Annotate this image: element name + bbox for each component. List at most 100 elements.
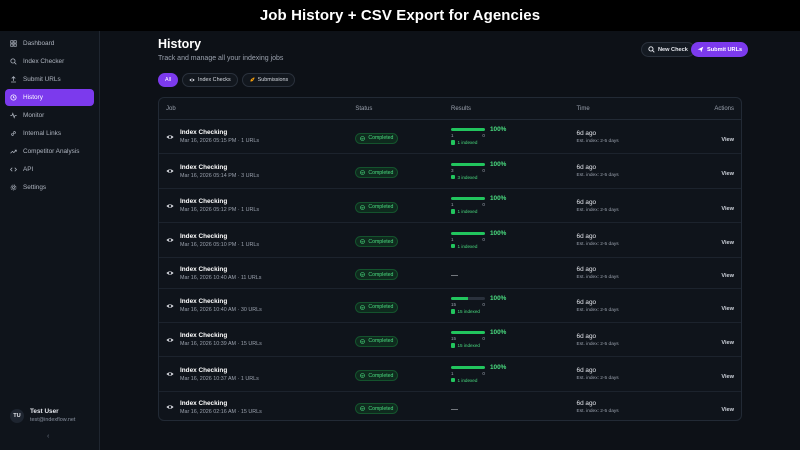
monitor-icon <box>10 112 17 119</box>
job-cell: Index Checking Mar 16, 2026 10:40 AM · 1… <box>166 266 355 281</box>
sidebar-item-index-checker[interactable]: Index Checker <box>5 53 94 70</box>
sidebar-item-dashboard[interactable]: Dashboard <box>5 35 94 52</box>
check-circle-icon <box>360 338 366 344</box>
rocket-icon <box>249 77 255 83</box>
job-cell: Index Checking Mar 16, 2026 05:15 PM · 1… <box>166 129 355 144</box>
sidebar-item-label: Internal Links <box>23 130 62 137</box>
view-button[interactable]: View <box>721 407 734 413</box>
filter-index-checks[interactable]: Index Checks <box>182 73 238 87</box>
status-badge: Completed <box>355 236 399 247</box>
sidebar-item-label: Monitor <box>23 112 45 119</box>
sidebar-item-submit-urls[interactable]: Submit URLs <box>5 71 94 88</box>
eye-icon <box>166 269 174 277</box>
job-title: Index Checking <box>180 332 228 339</box>
status-text: Completed <box>368 169 394 176</box>
job-title: Index Checking <box>180 163 228 171</box>
count-right: 0 <box>482 370 485 376</box>
indexed-label: 1 indexed <box>450 243 485 249</box>
time-estimate: Est. index: 2-5 days <box>576 173 619 178</box>
progress-fill <box>450 128 485 131</box>
progress-fill <box>450 331 485 334</box>
column-time: Time <box>576 105 590 112</box>
eye-icon <box>166 202 174 210</box>
time-estimate: Est. index: 2-5 days <box>576 409 619 414</box>
sidebar-item-internal-links[interactable]: Internal Links <box>5 125 94 142</box>
progress-fill <box>450 365 485 369</box>
submit-urls-button[interactable]: Submit URLs <box>691 42 749 57</box>
view-button[interactable]: View <box>721 136 734 143</box>
trend-icon <box>10 148 17 155</box>
view-button[interactable]: View <box>721 339 734 346</box>
view-button[interactable]: View <box>721 374 734 380</box>
status-text: Completed <box>368 372 394 379</box>
sidebar-item-label: Index Checker <box>23 58 65 65</box>
count-left: 1 <box>450 370 454 376</box>
time-estimate: Est. index: 2-5 days <box>576 242 619 247</box>
count-left: 15 <box>450 336 457 341</box>
filter-all[interactable]: All <box>158 73 178 87</box>
table-row: Index Checking Mar 16, 2026 05:14 PM · 3… <box>159 154 741 189</box>
job-cell: Index Checking Mar 16, 2026 05:14 PM · 3… <box>166 164 355 179</box>
time-ago: 6d ago <box>576 266 597 273</box>
user-profile[interactable]: TU Test User test@indexflow.net <box>10 408 75 423</box>
check-icon <box>450 174 456 180</box>
link-icon <box>10 130 17 137</box>
eye-icon <box>166 167 174 175</box>
view-button[interactable]: View <box>721 171 734 177</box>
check-icon <box>450 343 456 348</box>
job-meta: Mar 16, 2026 10:39 AM · 15 URLs <box>180 341 262 347</box>
no-results: — <box>450 272 458 279</box>
view-button[interactable]: View <box>721 240 734 246</box>
indexed-label: 1 indexed <box>450 209 485 214</box>
job-cell: Index Checking Mar 16, 2026 10:39 AM · 1… <box>166 332 355 347</box>
indexed-label: 3 indexed <box>450 174 485 180</box>
indexed-label: 1 indexed <box>450 140 485 145</box>
count-right: 0 <box>482 167 485 173</box>
indexed-text: 15 indexed <box>457 343 480 348</box>
percent-value: 100% <box>489 329 507 336</box>
sidebar-item-competitor-analysis[interactable]: Competitor Analysis <box>5 143 94 160</box>
new-check-button[interactable]: New Check <box>641 42 695 57</box>
time-ago: 6d ago <box>576 164 597 171</box>
results-cell: 15 0 15 indexed 100% <box>450 295 577 314</box>
percent-value: 100% <box>489 195 507 202</box>
status-text: Completed <box>368 271 394 278</box>
job-cell: Index Checking Mar 16, 2026 02:16 AM · 1… <box>166 400 355 415</box>
view-button[interactable]: View <box>721 305 734 312</box>
sidebar-item-monitor[interactable]: Monitor <box>5 107 94 124</box>
eye-icon <box>166 370 174 378</box>
indexed-text: 1 indexed <box>457 243 478 249</box>
time-estimate: Est. index: 2-5 days <box>576 207 619 213</box>
results-cell: 1 0 1 indexed 100% <box>450 229 577 249</box>
progress-bar <box>450 365 485 369</box>
sidebar-item-label: Settings <box>23 184 47 191</box>
time-ago: 6d ago <box>576 367 597 374</box>
sidebar-item-api[interactable]: API <box>5 161 94 178</box>
sidebar-item-history[interactable]: History <box>5 89 94 106</box>
page-title: History <box>158 37 202 51</box>
sidebar-item-settings[interactable]: Settings <box>5 179 94 196</box>
check-circle-icon <box>360 170 366 175</box>
progress-fill <box>450 297 468 300</box>
status-badge: Completed <box>355 132 399 144</box>
eye-icon <box>166 403 174 411</box>
filter-submissions[interactable]: Submissions <box>241 73 296 87</box>
indexed-text: 3 indexed <box>457 174 478 180</box>
collapse-sidebar-icon[interactable]: ‹ <box>47 433 50 440</box>
view-button[interactable]: View <box>721 273 734 279</box>
job-title: Index Checking <box>180 298 228 305</box>
indexed-text: 1 indexed <box>457 209 478 214</box>
status-badge: Completed <box>355 301 399 313</box>
view-button[interactable]: View <box>721 205 734 212</box>
table-row: Index Checking Mar 16, 2026 05:12 PM · 1… <box>159 189 741 223</box>
submit-urls-label: Submit URLs <box>707 46 743 53</box>
job-cell: Index Checking Mar 16, 2026 05:10 PM · 1… <box>166 233 355 248</box>
main-content: History Track and manage all your indexi… <box>100 31 800 450</box>
job-cell: Index Checking Mar 16, 2026 10:37 AM · 1… <box>166 367 355 382</box>
sidebar-nav: Dashboard Index Checker Submit URLs History… <box>0 31 99 196</box>
progress-bar <box>450 297 485 300</box>
sidebar: Dashboard Index Checker Submit URLs History… <box>0 31 100 450</box>
check-icon <box>450 140 456 145</box>
percent-value: 100% <box>489 229 507 237</box>
indexed-label: 1 indexed <box>450 378 485 383</box>
